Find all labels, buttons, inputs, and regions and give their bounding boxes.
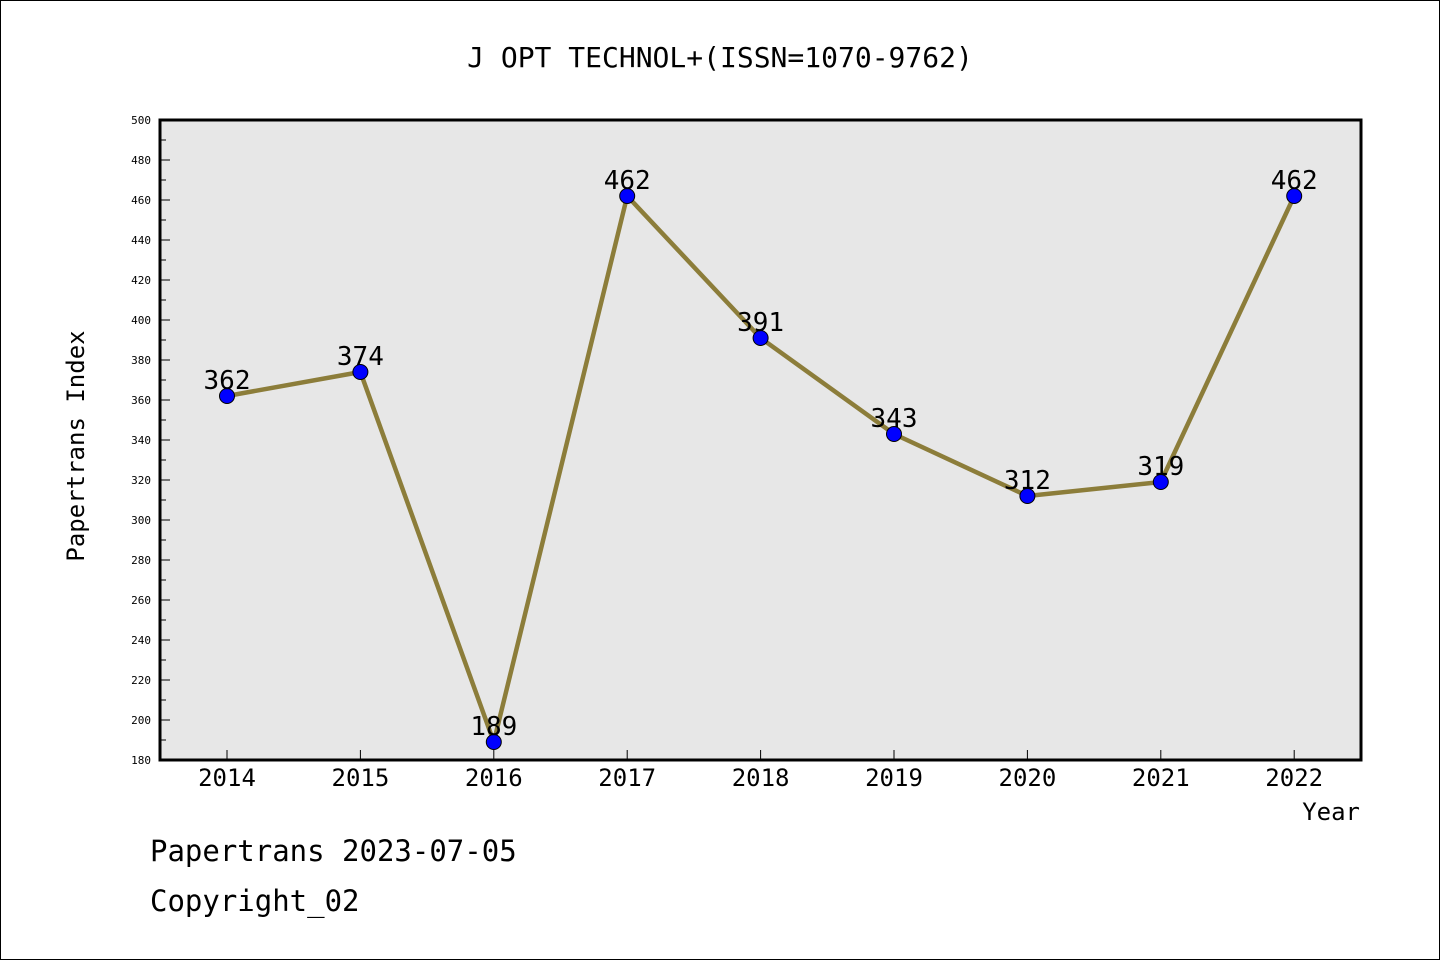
y-tick-label: 320 [131, 474, 151, 487]
footer-date: Papertrans 2023-07-05 [150, 834, 517, 868]
data-label: 462 [1271, 166, 1318, 196]
y-tick-label: 260 [131, 594, 151, 607]
x-tick-label: 2020 [999, 764, 1057, 792]
data-label: 362 [204, 366, 251, 396]
y-tick-label: 480 [131, 154, 151, 167]
x-axis: 2014 2015 2016 2017 2018 2019 2020 2021 2022 [198, 750, 1323, 792]
data-point-marker [1286, 188, 1303, 204]
y-tick-label: 460 [131, 194, 151, 207]
data-point-marker [219, 388, 235, 404]
data-point-marker [886, 426, 902, 442]
y-tick-label: 240 [131, 634, 151, 647]
y-tick-label: 300 [131, 514, 151, 527]
x-tick-label: 2014 [198, 764, 256, 792]
x-tick-label: 2019 [865, 764, 923, 792]
chart-title: J OPT TECHNOL+(ISSN=1070-9762) [467, 41, 973, 74]
plot-border [158, 118, 1363, 762]
data-point-marker [619, 188, 636, 204]
y-tick-label: 420 [131, 274, 151, 287]
data-point-marker [752, 330, 769, 346]
x-tick-label: 2021 [1132, 764, 1190, 792]
data-label: 462 [604, 166, 651, 196]
x-tick-label: 2018 [732, 764, 790, 792]
y-tick-label: 280 [131, 554, 151, 567]
data-point-marker [1152, 474, 1169, 490]
y-tick-label: 200 [131, 714, 151, 727]
data-label: 343 [871, 404, 918, 434]
y-tick-label: 340 [131, 434, 151, 447]
data-label: 312 [1004, 466, 1051, 496]
data-label: 374 [337, 342, 384, 372]
data-label: 319 [1137, 452, 1184, 482]
series-line-group: 362 374 189 462 391 343 312 319 462 [204, 166, 1318, 750]
x-axis-label: Year [1302, 798, 1360, 826]
y-tick-label: 440 [131, 234, 151, 247]
y-axis-label: Papertrans Index [62, 330, 90, 561]
y-tick-label: 380 [131, 354, 151, 367]
y-tick-label: 220 [131, 674, 151, 687]
data-label: 391 [737, 308, 784, 338]
y-tick-label: 360 [131, 394, 151, 407]
x-tick-label: 2016 [465, 764, 523, 792]
y-axis: 180 200 220 240 260 280 300 320 340 360 380 400 420 4… [131, 114, 170, 767]
y-tick-label: 400 [131, 314, 151, 327]
data-label: 189 [470, 712, 517, 742]
x-tick-label: 2015 [332, 764, 390, 792]
data-point-marker [485, 734, 502, 750]
plot-area [160, 120, 1361, 760]
y-tick-label: 500 [131, 114, 151, 127]
footer-copyright: Copyright_02 [150, 884, 360, 918]
data-point-marker [352, 364, 369, 380]
data-point-marker [1019, 488, 1036, 504]
y-tick-label: 180 [131, 754, 151, 767]
x-tick-label: 2017 [598, 764, 656, 792]
x-tick-label: 2022 [1265, 764, 1323, 792]
